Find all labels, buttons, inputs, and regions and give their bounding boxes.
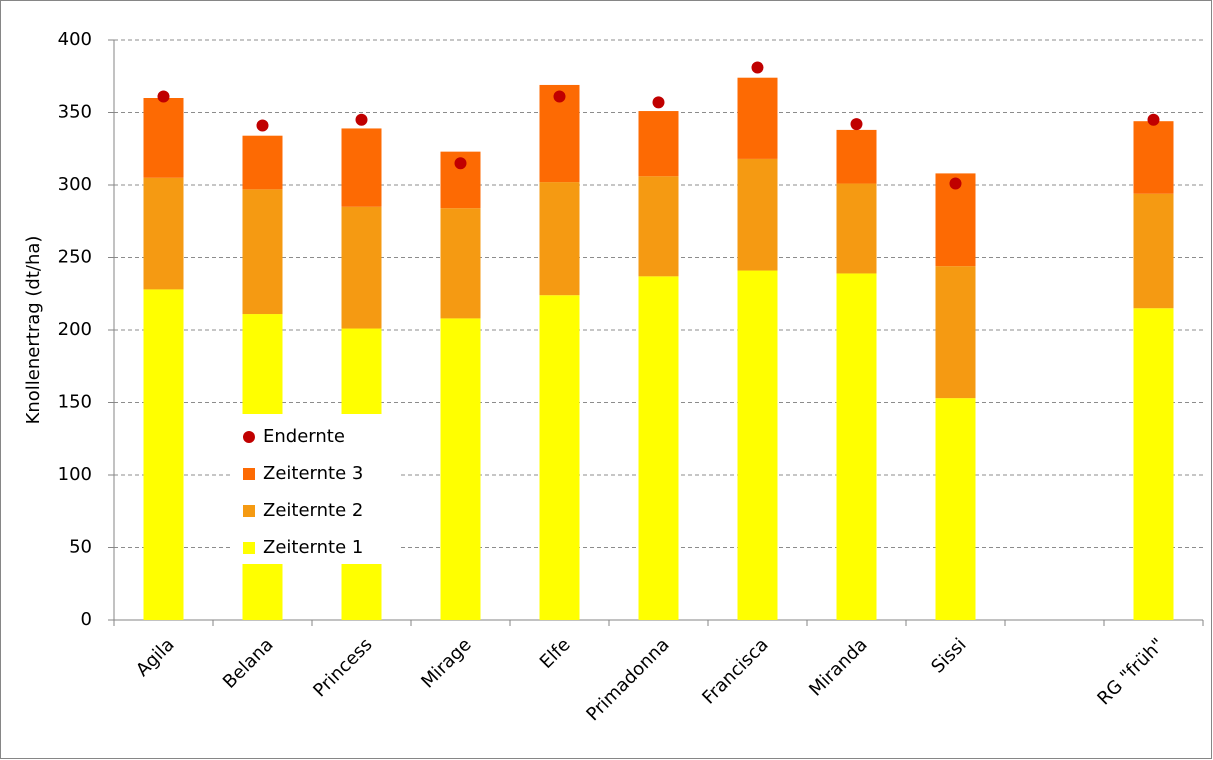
bar-segment bbox=[341, 128, 382, 207]
y-tick-label: 250 bbox=[58, 247, 92, 268]
bar-segment bbox=[737, 158, 778, 271]
marker bbox=[157, 90, 170, 103]
marker bbox=[256, 119, 269, 132]
legend: Endernte Zeiternte 3 Zeiternte 2 Zeiternte … bbox=[232, 414, 400, 564]
marker bbox=[1147, 113, 1160, 126]
legend-label: Zeiternte 1 bbox=[263, 537, 363, 558]
marker bbox=[553, 90, 566, 103]
bar-segment bbox=[638, 276, 679, 620]
bar-segment bbox=[242, 135, 283, 190]
legend-label: Endernte bbox=[263, 426, 345, 447]
marker bbox=[652, 96, 665, 109]
y-tick-label: 300 bbox=[58, 174, 92, 195]
legend-swatch bbox=[243, 542, 255, 554]
bar-segment bbox=[539, 182, 580, 296]
bar-segment bbox=[539, 295, 580, 620]
bar-segment bbox=[836, 129, 877, 184]
bar-segment bbox=[638, 111, 679, 177]
bar-segment bbox=[242, 189, 283, 315]
bar-segment bbox=[1133, 308, 1174, 620]
marker bbox=[949, 177, 962, 190]
y-tick-label: 100 bbox=[58, 464, 92, 485]
y-tick-label: 0 bbox=[81, 609, 92, 630]
legend-swatch bbox=[243, 505, 255, 517]
y-tick-label: 400 bbox=[58, 29, 92, 50]
bar-segment bbox=[1133, 193, 1174, 309]
y-tick-label: 50 bbox=[69, 537, 92, 558]
bar-segment bbox=[143, 177, 184, 290]
bar-segment bbox=[143, 98, 184, 178]
bar-segment bbox=[440, 318, 481, 620]
marker bbox=[355, 113, 368, 126]
bar-segment bbox=[836, 273, 877, 620]
legend-label: Zeiternte 3 bbox=[263, 463, 363, 484]
y-tick-label: 200 bbox=[58, 319, 92, 340]
legend-swatch bbox=[243, 468, 255, 480]
bar-segment bbox=[737, 270, 778, 620]
marker bbox=[850, 118, 863, 131]
legend-label: Zeiternte 2 bbox=[263, 500, 363, 521]
bar-segment bbox=[440, 208, 481, 319]
bar-segment bbox=[935, 266, 976, 399]
bar-segment bbox=[836, 183, 877, 274]
bar-segment bbox=[638, 176, 679, 277]
bar-segment bbox=[341, 206, 382, 329]
bar-segment bbox=[143, 289, 184, 620]
legend-marker bbox=[243, 431, 255, 443]
bar-segment bbox=[1133, 121, 1174, 194]
y-tick-label: 150 bbox=[58, 392, 92, 413]
marker bbox=[751, 61, 764, 74]
marker bbox=[454, 157, 467, 170]
y-tick-label: 350 bbox=[58, 102, 92, 123]
legend-box bbox=[232, 414, 400, 564]
bar-segment bbox=[935, 398, 976, 620]
bar-segment bbox=[737, 77, 778, 159]
y-axis-title: Knollenertrag (dt/ha) bbox=[23, 236, 44, 425]
